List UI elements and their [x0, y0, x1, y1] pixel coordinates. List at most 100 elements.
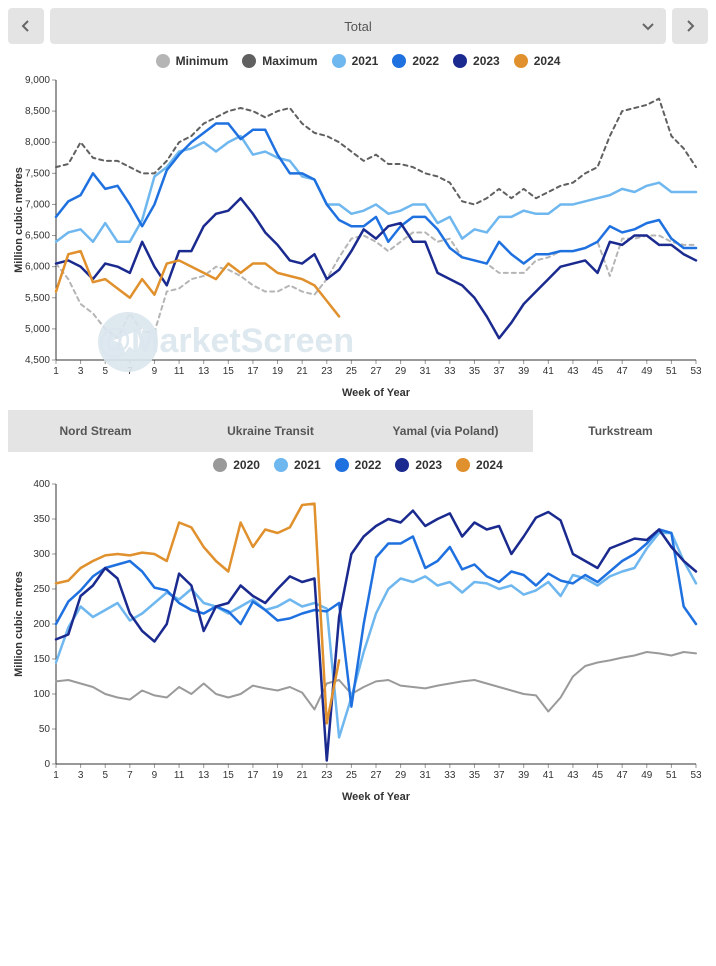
svg-text:31: 31: [420, 770, 432, 781]
svg-text:9: 9: [152, 366, 158, 377]
svg-text:37: 37: [494, 366, 506, 377]
header-row: Total: [8, 8, 708, 44]
svg-text:5,500: 5,500: [25, 293, 50, 304]
svg-text:19: 19: [272, 770, 284, 781]
legend-item[interactable]: 2020: [213, 458, 260, 472]
tab-ukraine-transit[interactable]: Ukraine Transit: [183, 410, 358, 452]
svg-text:1: 1: [53, 770, 59, 781]
chevron-down-icon: [642, 19, 654, 34]
svg-text:41: 41: [543, 366, 555, 377]
svg-text:7: 7: [127, 770, 133, 781]
legend-item[interactable]: Minimum: [156, 54, 229, 68]
legend-item[interactable]: 2022: [392, 54, 439, 68]
svg-text:45: 45: [592, 366, 604, 377]
svg-text:51: 51: [666, 366, 678, 377]
svg-text:23: 23: [321, 366, 333, 377]
svg-text:15: 15: [223, 366, 235, 377]
svg-text:9,000: 9,000: [25, 75, 50, 86]
legend-item[interactable]: 2021: [332, 54, 379, 68]
legend-label: 2021: [294, 458, 321, 472]
svg-text:39: 39: [518, 770, 530, 781]
svg-text:25: 25: [346, 366, 358, 377]
svg-text:5: 5: [102, 770, 108, 781]
next-button[interactable]: [672, 8, 708, 44]
legend-label: 2024: [534, 54, 561, 68]
svg-text:37: 37: [494, 770, 506, 781]
svg-text:200: 200: [33, 619, 50, 630]
legend-item[interactable]: 2021: [274, 458, 321, 472]
svg-text:31: 31: [420, 366, 432, 377]
legend-item[interactable]: 2023: [453, 54, 500, 68]
telegram-icon: [110, 324, 146, 360]
svg-text:35: 35: [469, 770, 481, 781]
svg-text:9: 9: [152, 770, 158, 781]
legend-item[interactable]: 2024: [456, 458, 503, 472]
legend-item[interactable]: 2022: [335, 458, 382, 472]
svg-text:Million cubic metres: Million cubic metres: [13, 167, 25, 273]
chart-bottom: 0501001502002503003504001357911131517192…: [8, 476, 708, 806]
svg-text:47: 47: [617, 770, 629, 781]
svg-text:3: 3: [78, 366, 84, 377]
svg-text:8,000: 8,000: [25, 137, 50, 148]
pipeline-tabs: Nord StreamUkraine TransitYamal (via Pol…: [8, 410, 708, 452]
tab-nord-stream[interactable]: Nord Stream: [8, 410, 183, 452]
svg-text:45: 45: [592, 770, 604, 781]
svg-text:150: 150: [33, 654, 50, 665]
legend-swatch: [213, 458, 227, 472]
legend-label: 2023: [473, 54, 500, 68]
svg-text:17: 17: [247, 366, 259, 377]
svg-text:6,500: 6,500: [25, 231, 50, 242]
svg-text:27: 27: [370, 366, 382, 377]
legend-swatch: [453, 54, 467, 68]
legend-label: 2024: [476, 458, 503, 472]
chevron-right-icon: [685, 20, 695, 32]
svg-text:6,000: 6,000: [25, 262, 50, 273]
svg-text:21: 21: [297, 366, 309, 377]
chevron-left-icon: [21, 20, 31, 32]
svg-text:49: 49: [641, 770, 653, 781]
legend-swatch: [156, 54, 170, 68]
svg-text:35: 35: [469, 366, 481, 377]
tab-turkstream[interactable]: Turkstream: [533, 410, 708, 452]
prev-button[interactable]: [8, 8, 44, 44]
legend-label: Minimum: [176, 54, 229, 68]
legend-item[interactable]: 2024: [514, 54, 561, 68]
svg-text:49: 49: [641, 366, 653, 377]
chart-top: 4,5005,0005,5006,0006,5007,0007,5008,000…: [8, 72, 708, 402]
svg-text:25: 25: [346, 770, 358, 781]
svg-text:350: 350: [33, 514, 50, 525]
legend-swatch: [242, 54, 256, 68]
tab-yamal-via-poland-[interactable]: Yamal (via Poland): [358, 410, 533, 452]
legend-label: 2023: [415, 458, 442, 472]
svg-text:5: 5: [102, 366, 108, 377]
svg-text:4,500: 4,500: [25, 355, 50, 366]
svg-text:21: 21: [297, 770, 309, 781]
chart-bottom-svg: 0501001502002503003504001357911131517192…: [8, 476, 708, 806]
legend-item[interactable]: Maximum: [242, 54, 317, 68]
svg-text:50: 50: [39, 724, 51, 735]
svg-text:47: 47: [617, 366, 629, 377]
dropdown-label: Total: [344, 19, 371, 34]
svg-text:0: 0: [44, 759, 50, 770]
svg-text:17: 17: [247, 770, 259, 781]
legend-swatch: [274, 458, 288, 472]
legend-label: 2022: [355, 458, 382, 472]
svg-text:300: 300: [33, 549, 50, 560]
svg-text:29: 29: [395, 770, 407, 781]
svg-text:7,500: 7,500: [25, 168, 50, 179]
legend-swatch: [332, 54, 346, 68]
svg-text:43: 43: [567, 770, 579, 781]
legend-label: 2021: [352, 54, 379, 68]
legend-label: 2020: [233, 458, 260, 472]
svg-text:41: 41: [543, 770, 555, 781]
route-dropdown[interactable]: Total: [50, 8, 666, 44]
svg-text:53: 53: [690, 366, 702, 377]
watermark-icon: [98, 312, 158, 372]
svg-text:53: 53: [690, 770, 702, 781]
svg-text:Week of Year: Week of Year: [342, 387, 411, 399]
legend-item[interactable]: 2023: [395, 458, 442, 472]
svg-text:Million cubic metres: Million cubic metres: [13, 571, 25, 677]
svg-text:19: 19: [272, 366, 284, 377]
chart-top-legend: Minimum Maximum 2021 2022 2023 2024: [8, 54, 708, 68]
svg-text:11: 11: [174, 366, 185, 377]
